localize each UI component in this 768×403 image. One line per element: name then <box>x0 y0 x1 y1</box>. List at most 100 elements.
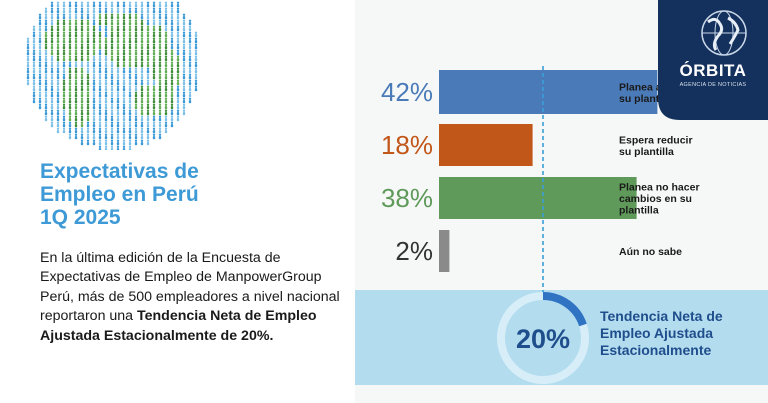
person-dot-body <box>62 94 66 98</box>
person-dot-head <box>98 115 102 119</box>
person-dot-head <box>158 121 162 125</box>
person-dot-body <box>122 16 126 20</box>
person-dot-body <box>134 64 138 68</box>
person-dot-head <box>50 1 54 4</box>
person-dot-head <box>92 73 96 77</box>
person-dot-body <box>134 28 138 32</box>
person-dot-head <box>80 25 84 28</box>
person-dot-head <box>110 145 114 148</box>
person-dot-head <box>56 67 60 71</box>
person-dot-body <box>86 22 90 26</box>
person-dot-head <box>110 91 114 95</box>
person-dot-body <box>68 76 72 80</box>
person-dot-body <box>32 70 36 74</box>
person-dot-body <box>188 64 192 68</box>
person-dot-head <box>92 127 96 130</box>
person-dot-head <box>116 133 120 136</box>
person-dot-body <box>176 10 180 14</box>
person-dot-body <box>44 52 48 56</box>
person-dot-head <box>74 67 78 71</box>
person-dot-head <box>188 37 192 40</box>
person-dot-head <box>74 19 78 22</box>
person-dot-head <box>176 49 180 52</box>
person-dot-body <box>50 28 54 32</box>
person-dot-body <box>86 34 90 38</box>
person-dot-head <box>146 37 150 40</box>
person-dot-body <box>68 118 72 122</box>
person-dot-body <box>104 22 108 26</box>
person-dot-head <box>116 7 120 10</box>
person-dot-head <box>122 19 126 22</box>
person-dot-body <box>92 46 96 50</box>
globe-icon <box>701 10 747 56</box>
person-dot-head <box>164 37 168 40</box>
person-dot-body <box>134 70 138 74</box>
person-dot-head <box>98 85 102 89</box>
person-dot-body <box>80 106 84 110</box>
category-label-2: Planea no hacer cambios en su plantilla <box>619 182 700 217</box>
person-dot-body <box>92 118 96 122</box>
person-dot-body <box>62 64 66 68</box>
person-dot-body <box>128 94 132 98</box>
person-dot-body <box>164 16 168 20</box>
person-dot-body <box>50 118 54 122</box>
person-dot-head <box>80 49 84 52</box>
person-dot-head <box>62 109 66 113</box>
person-dot-body <box>74 4 78 8</box>
person-dot-body <box>158 46 162 50</box>
person-dot-body <box>74 16 78 20</box>
person-dot-head <box>62 73 66 77</box>
person-dot-head <box>134 31 138 34</box>
person-dot-body <box>98 16 102 20</box>
person-dot-head <box>68 43 72 46</box>
person-dot-head <box>134 43 138 46</box>
person-dot-body <box>74 112 78 116</box>
person-dot-head <box>140 13 144 16</box>
person-dot-body <box>50 22 54 26</box>
person-dot-head <box>146 55 150 58</box>
person-dot-head <box>140 97 144 101</box>
person-dot-head <box>68 109 72 113</box>
person-dot-body <box>98 10 102 14</box>
person-dot-head <box>182 103 186 107</box>
report-title: Expectativas de Empleo en Perú 1Q 2025 <box>40 160 320 229</box>
person-dot-head <box>188 79 192 83</box>
person-dot-body <box>182 100 186 104</box>
person-dot-body <box>170 94 174 98</box>
person-dot-body <box>86 64 90 68</box>
person-dot-body <box>98 28 102 32</box>
person-dot-body <box>146 46 150 50</box>
person-dot-head <box>86 31 90 34</box>
person-dot-body <box>62 88 66 92</box>
person-dot-body <box>152 100 156 104</box>
person-dot-head <box>62 97 66 101</box>
person-dot-head <box>50 85 54 89</box>
person-dot-head <box>152 103 156 107</box>
person-dot-body <box>110 82 114 86</box>
person-dot-head <box>182 19 186 22</box>
person-dot-head <box>68 67 72 71</box>
person-dot-body <box>80 52 84 56</box>
person-dot-body <box>116 136 120 140</box>
person-dot-head <box>62 67 66 71</box>
person-dot-body <box>50 76 54 80</box>
person-dot-head <box>86 109 90 113</box>
person-dot-head <box>140 37 144 40</box>
person-dot-body <box>122 34 126 38</box>
person-dot-head <box>110 19 114 22</box>
person-dot-body <box>134 22 138 26</box>
person-dot-head <box>164 55 168 58</box>
person-dot-body <box>62 100 66 104</box>
person-dot-body <box>128 70 132 74</box>
person-dot-body <box>104 64 108 68</box>
person-dot-body <box>164 82 168 86</box>
person-dot-body <box>128 40 132 44</box>
person-dot-head <box>86 127 90 130</box>
person-dot-body <box>110 118 114 122</box>
bar-1 <box>439 124 533 166</box>
person-dot-head <box>80 7 84 10</box>
person-dot-head <box>146 61 150 64</box>
person-dot-body <box>140 10 144 14</box>
person-dot-body <box>74 46 78 50</box>
person-dot-body <box>38 100 42 104</box>
